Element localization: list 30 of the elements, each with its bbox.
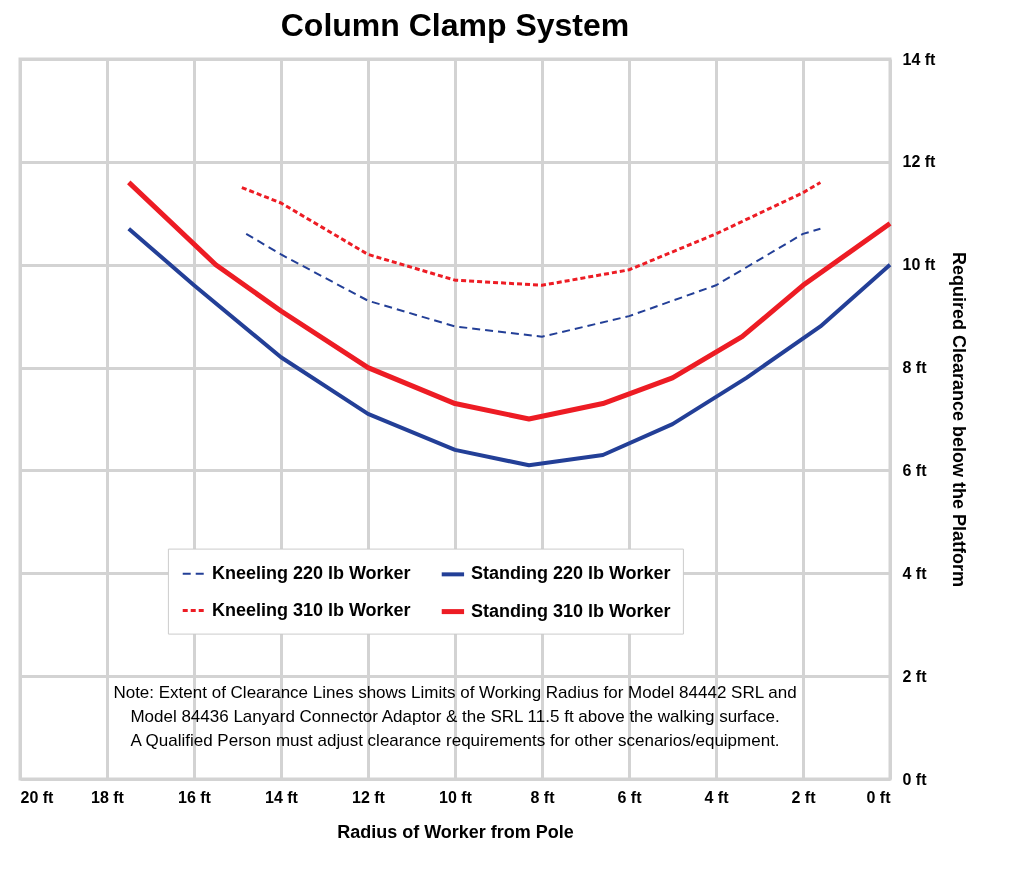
y-tick-label: 4 ft [902, 564, 928, 582]
x-tick-label: 2 ft [791, 788, 817, 806]
x-tick-label: 12 ft [352, 788, 386, 806]
legend-label: Standing 310 lb Worker [470, 600, 671, 621]
x-tick-label: 20 ft [20, 788, 55, 806]
x-tick-label: 14 ft [265, 788, 299, 806]
y-tick-label: 6 ft [902, 461, 928, 479]
y-tick-label: 2 ft [902, 667, 928, 685]
x-tick-label: 8 ft [530, 788, 556, 806]
x-tick-label: 0 ft [866, 788, 892, 806]
legend-label: Kneeling 220 lb Worker [211, 562, 411, 583]
chart-title: Column Clamp System [280, 7, 630, 43]
y-axis-title: Required Clearance below the Platform [949, 251, 970, 588]
line-series [126, 226, 892, 468]
x-tick-label: 10 ft [439, 788, 473, 806]
y-tick-label: 10 ft [902, 256, 937, 274]
legend-label: Kneeling 310 lb Worker [211, 599, 411, 620]
x-tick-label: 18 ft [91, 788, 125, 806]
y-tick-label: 14 ft [902, 50, 937, 68]
annotation: Note: Extent of Clearance Lines shows Limits of Working Radius for Model 84442 SRL and Model 84436 Lanyard Connector Adaptor & the SRL 11.5 ft above the walking surface. A Qualified Person must adjust clearance requirements for other scenarios/equipment. [113, 682, 797, 750]
legend-label: Standing 220 lb Worker [470, 563, 671, 584]
y-tick-label: 8 ft [902, 359, 928, 377]
line-series [245, 227, 822, 338]
x-tick-label: 16 ft [178, 788, 212, 806]
x-axis-title: Radius of Worker from Pole [337, 821, 574, 842]
y-tick-label: 0 ft [902, 770, 928, 788]
y-tick-label: 12 ft [902, 153, 937, 171]
x-tick-label: 6 ft [617, 788, 643, 806]
x-tick-label: 4 ft [704, 788, 730, 806]
line-series [240, 180, 822, 287]
